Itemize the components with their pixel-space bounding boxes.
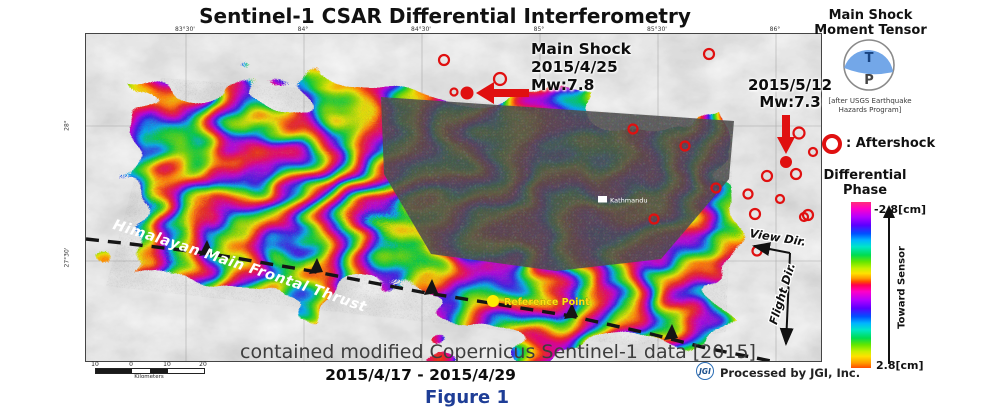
aftershock-circle	[789, 167, 803, 181]
aftershock-circle	[798, 211, 810, 223]
aftershock-circle	[702, 47, 716, 61]
toward-sensor-arrowhead	[883, 205, 895, 218]
scale-tick: 20	[199, 361, 207, 368]
colorbar-max-label: -2.8[cm]	[874, 203, 927, 216]
aftershock-legend-icon	[822, 134, 842, 154]
aftershock-circle	[449, 87, 459, 97]
x-tick-label: 84°	[297, 26, 309, 33]
aftershock-circle	[748, 207, 762, 221]
second-shock-arrow	[777, 115, 795, 154]
thrust-teeth	[199, 240, 678, 340]
interferogram-map: Himalayan Main Frontal Thrust View Dir. …	[85, 33, 822, 362]
aftershock-circle	[710, 182, 722, 194]
main-shock-name: Main Shock	[531, 40, 631, 58]
scale-tick: 10	[163, 361, 171, 368]
aftershock-circle	[648, 213, 660, 225]
x-tick-label: 86°	[769, 26, 781, 33]
toward-sensor-arrow	[888, 216, 891, 364]
tensor-t-label: T	[865, 51, 874, 66]
second-shock-date: 2015/5/12	[747, 76, 833, 94]
tensor-p-label: P	[864, 73, 874, 88]
aftershock-circle	[679, 140, 691, 152]
acquisition-dates: 2015/4/17 - 2015/4/29	[325, 366, 516, 384]
colorbar-title: Differential Phase	[823, 168, 907, 198]
figure-caption: Figure 1	[424, 387, 510, 408]
map-canvas: Himalayan Main Frontal Thrust View Dir. …	[86, 34, 821, 361]
x-tick-label: 83°30'	[175, 26, 195, 33]
processed-by-label: Processed by JGI, Inc.	[720, 366, 861, 380]
beachball-icon: T P	[843, 39, 895, 91]
main-shock-magnitude: Mw:7.8	[531, 76, 595, 94]
reference-point-label: Reference Point	[504, 297, 590, 308]
scale-bar: 10 0 10 20 Kilometers	[91, 361, 207, 380]
main-shock-date: 2015/4/25	[531, 58, 618, 76]
scale-tick: 10	[91, 361, 99, 368]
second-shock-magnitude: Mw:7.3	[759, 93, 821, 111]
x-tick-label: 85°30'	[647, 26, 667, 33]
decorrelated-noise	[381, 97, 734, 271]
figure-title: Sentinel-1 CSAR Differential Interferome…	[199, 4, 691, 28]
aftershock-circle	[807, 146, 819, 158]
scale-bar-segments	[95, 368, 205, 374]
x-tick-label: 84°30'	[411, 26, 431, 33]
copernicus-credit: contained modified Copernicus Sentinel-1…	[240, 341, 756, 363]
main-shock-arrow	[476, 82, 529, 104]
moment-tensor-title: Main Shock Moment Tensor	[814, 8, 927, 38]
aftershock-circle	[492, 71, 508, 87]
aftershock-circle	[742, 188, 754, 200]
x-tick-label: 85°	[533, 26, 545, 33]
main-shock-annotation: Main Shock 2015/4/25 Mw:7.8	[531, 40, 651, 94]
aftershock-circle	[627, 123, 639, 135]
aftershock-circle	[774, 193, 786, 205]
colorbar-min-label: 2.8[cm]	[876, 359, 924, 372]
city-label: Kathmandu	[610, 197, 647, 205]
aftershock-legend-label: : Aftershock	[846, 136, 936, 151]
aftershock-layer	[437, 47, 819, 257]
aftershock-circle	[792, 126, 806, 140]
toward-sensor-label: Toward Sensor	[896, 246, 908, 329]
reference-point-dot	[487, 295, 499, 307]
second-shock-annotation: 2015/5/12 Mw:7.3	[731, 77, 849, 111]
phase-colorbar	[851, 202, 871, 368]
second-shock-dot	[780, 156, 792, 168]
y-tick-label: 27°30'	[63, 247, 71, 268]
aftershock-circle	[437, 53, 451, 67]
usgs-credit: [after USGS Earthquake Hazards Program]	[828, 97, 912, 114]
thrust-fault-line	[86, 237, 780, 361]
main-shock-dot	[460, 86, 474, 100]
aftershock-circle	[760, 169, 774, 183]
y-tick-label: 28°	[63, 120, 71, 131]
direction-arrows	[752, 242, 794, 346]
scale-bar-unit: Kilometers	[134, 373, 164, 380]
city-marker	[598, 196, 607, 203]
scale-tick: 0	[129, 361, 133, 368]
jgi-logo: JGI	[696, 362, 714, 380]
